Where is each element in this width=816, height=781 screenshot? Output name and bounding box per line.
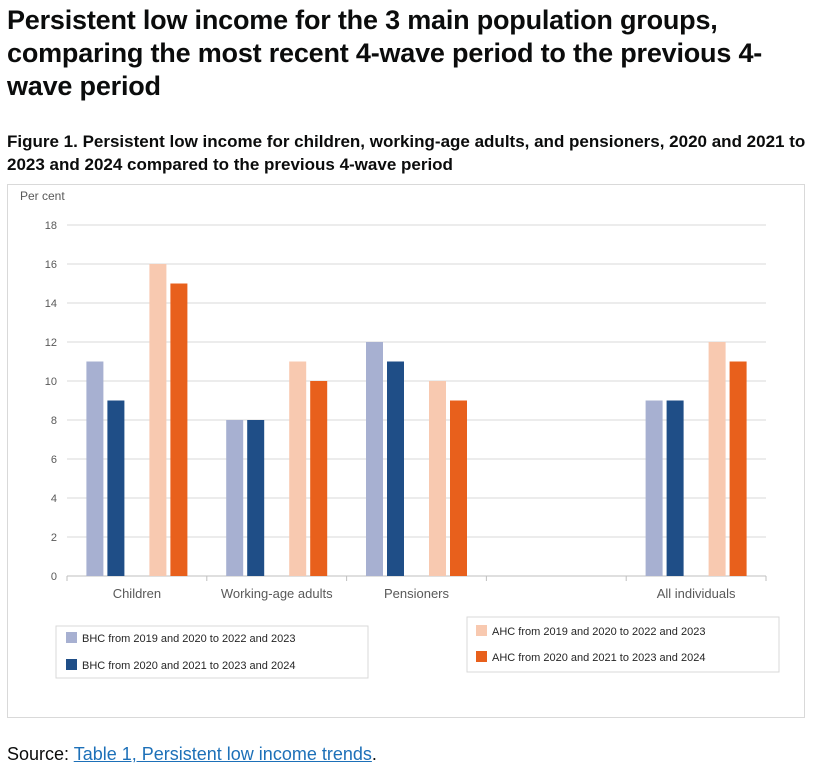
bar [387,361,404,576]
legend-swatch [66,659,77,670]
bar [366,342,383,576]
y-tick-label: 14 [45,298,57,310]
y-tick-label: 2 [51,532,57,544]
legend-swatch [476,625,487,636]
y-tick-label: 16 [45,259,57,271]
x-tick-label: All individuals [657,586,736,601]
bar [170,283,188,576]
chart-container: 0 2 4 6 8 10 12 14 16 18 Per cent Children Working-a… [7,184,805,718]
bar [86,361,104,576]
bar [645,400,663,576]
y-tick-label: 10 [45,376,57,388]
source-suffix: . [371,744,377,764]
legend-swatch [476,651,487,662]
y-tick-label: 0 [51,571,57,583]
legend-box-bhc [55,625,369,679]
y-tick-label: 4 [51,493,57,505]
legend-label: BHC from 2019 and 2020 to 2022 and 2023 [82,633,295,645]
bar [708,342,726,576]
bar [289,361,307,576]
bar [226,420,244,576]
bar [247,420,265,576]
bar-chart: 0 2 4 6 8 10 12 14 16 18 Per cent Children Working-a… [20,189,780,679]
y-tick-label: 18 [45,220,57,232]
legend-box-ahc [466,616,780,673]
legend-label: AHC from 2019 and 2020 to 2022 and 2023 [492,626,705,638]
y-tick-label: 8 [51,415,57,427]
y-tick-label: 6 [51,454,57,466]
bar [310,381,328,576]
x-tick-label: Pensioners [384,586,450,601]
legend-label: AHC from 2020 and 2021 to 2023 and 2024 [492,652,705,664]
y-tick-label: 12 [45,337,57,349]
bar [429,381,446,576]
bar [666,400,684,576]
x-tick-label: Working-age adults [221,586,333,601]
x-tick-label: Children [113,586,161,601]
page-heading: Persistent low income for the 3 main pop… [7,5,763,101]
bar [729,361,747,576]
source-prefix: Source: [7,744,74,764]
source-link[interactable]: Table 1, Persistent low income trends [73,744,372,764]
legend-label: BHC from 2020 and 2021 to 2023 and 2024 [82,660,295,672]
bar [149,264,167,576]
source-note: Source: Table 1, Persistent low income t… [7,742,377,766]
figure-title: Figure 1. Persistent low income for chil… [7,132,806,174]
bar [107,400,125,576]
bar [450,400,467,576]
y-axis-label: Per cent [20,189,65,203]
legend-swatch [66,632,77,643]
